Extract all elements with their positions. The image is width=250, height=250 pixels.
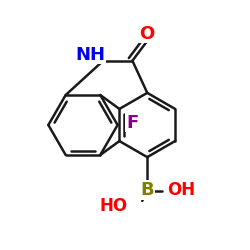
Text: OH: OH (167, 181, 195, 199)
Text: B: B (140, 181, 154, 199)
Text: HO: HO (99, 197, 128, 215)
Text: F: F (126, 114, 138, 132)
Text: NH: NH (76, 46, 106, 64)
Text: O: O (140, 24, 155, 42)
